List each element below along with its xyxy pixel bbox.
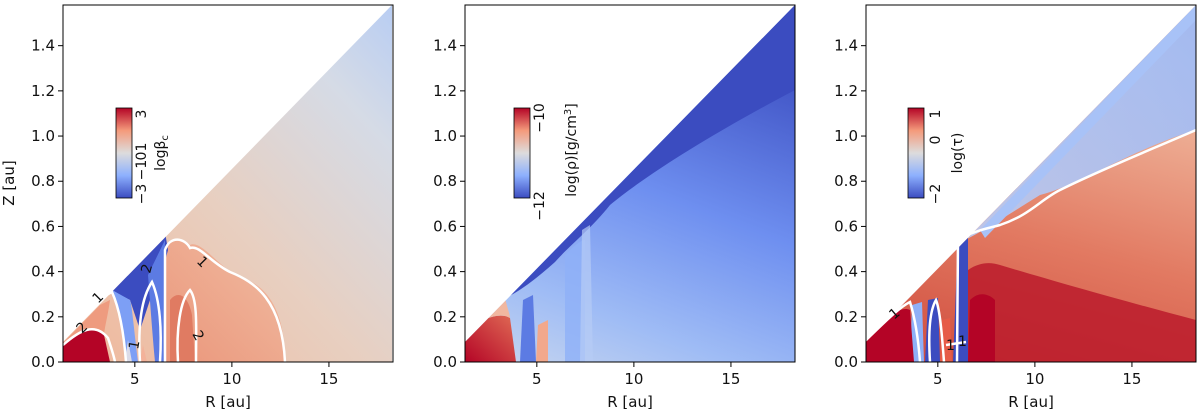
y-tick-label: 1.4	[433, 37, 457, 55]
colorbar-tick: 3	[134, 110, 150, 119]
beta-contours	[62, 238, 287, 363]
y-tick-label: 0.6	[433, 217, 457, 235]
y-tick-label: 0.6	[31, 217, 55, 235]
tau-heatmap	[866, 5, 1196, 362]
contour-label: 1	[958, 334, 967, 350]
colorbar-tick: −2	[928, 184, 944, 205]
colorbar-tick: 0	[134, 152, 150, 161]
y-tick-label: 0.2	[834, 308, 858, 326]
axes-frame	[464, 4, 796, 363]
x-tick-label: 10	[1025, 370, 1044, 388]
x-tick-label: 5	[532, 370, 542, 388]
x-tick-label: 10	[624, 370, 643, 388]
x-axis-ticks: 5 10 15	[130, 362, 338, 388]
colorbar-gradient	[513, 107, 531, 199]
y-tick-label: 0.8	[31, 172, 55, 190]
y-tick-label: 0.0	[433, 353, 457, 371]
y-tick-label: 0.2	[433, 308, 457, 326]
colorbar-label: log(ρ)[g/cm3]	[563, 103, 580, 196]
colorbar-tick: 1	[134, 143, 150, 152]
panel-density: 5 10 15 0.0 0.2 0.4 0.6 0.8 1.0 1.2 1.4 R [au] −1…	[433, 4, 796, 411]
beta-heatmap	[63, 5, 392, 362]
y-tick-label: 1.0	[433, 127, 457, 145]
y-tick-label: 1.0	[31, 127, 55, 145]
y-tick-label: 0.8	[834, 172, 858, 190]
y-tick-label: 0.2	[31, 308, 55, 326]
tau-contours	[865, 128, 1197, 363]
y-tick-label: 0.8	[433, 172, 457, 190]
colorbar-gradient	[907, 107, 925, 199]
y-tick-label: 1.2	[31, 82, 55, 100]
x-axis-ticks: 5 10 15	[933, 362, 1141, 388]
colorbar-gradient	[115, 107, 133, 199]
y-tick-label: 0.4	[834, 263, 858, 281]
y-tick-label: 1.2	[834, 82, 858, 100]
axes-frame	[865, 4, 1197, 363]
contour-label: 1	[126, 339, 143, 351]
contour-label: 1	[946, 338, 955, 354]
colorbar-density: −10 −12 log(ρ)[g/cm3]	[513, 103, 580, 221]
colorbar-tick: −3	[134, 184, 150, 205]
colorbar-tick: −12	[532, 191, 548, 221]
y-axis-ticks: 0.0 0.2 0.4 0.6 0.8 1.0 1.2 1.4	[834, 37, 866, 371]
panel-tau: 1 1 1 5 10 15 0.0 0.2 0.4 0.6 0.8 1.0 1.2 1.4 R […	[834, 4, 1197, 411]
axes-frame	[62, 4, 394, 363]
x-tick-label: 5	[933, 370, 943, 388]
x-tick-label: 5	[130, 370, 140, 388]
colorbar-tick: 1	[928, 110, 944, 119]
colorbar-beta: 3 1 0 −1 −3 logβc	[115, 107, 171, 205]
colorbar-label: logβc	[153, 135, 171, 171]
y-axis-label: Z [au]	[0, 160, 18, 205]
x-tick-label: 15	[721, 370, 740, 388]
y-tick-label: 1.4	[31, 37, 55, 55]
colorbar-tick: 0	[928, 136, 944, 145]
x-tick-label: 15	[319, 370, 338, 388]
colorbar-tick: −10	[532, 103, 548, 133]
y-tick-label: 1.4	[834, 37, 858, 55]
x-axis-label: R [au]	[205, 393, 251, 411]
y-axis-ticks: 0.0 0.2 0.4 0.6 0.8 1.0 1.2 1.4	[31, 37, 63, 371]
colorbar-label: log(τ)	[950, 133, 966, 174]
contour-label: 2	[138, 262, 156, 275]
y-tick-label: 0.4	[433, 263, 457, 281]
y-tick-label: 0.0	[834, 353, 858, 371]
x-axis-label: R [au]	[607, 393, 653, 411]
y-axis-ticks: 0.0 0.2 0.4 0.6 0.8 1.0 1.2 1.4	[433, 37, 465, 371]
x-tick-label: 15	[1122, 370, 1141, 388]
x-tick-label: 10	[222, 370, 241, 388]
y-tick-label: 0.4	[31, 263, 55, 281]
colorbar-tau: 1 0 −2 log(τ)	[907, 107, 966, 205]
y-tick-label: 1.2	[433, 82, 457, 100]
panel-beta: 2 1 2 1 2 1 5 10 15 0.00.20.40.60.81.01.21…	[0, 4, 394, 411]
y-tick-label: 0.6	[834, 217, 858, 235]
y-tick-label: 0.0	[31, 353, 55, 371]
y-tick-label: 1.0	[834, 127, 858, 145]
colorbar-tick: −1	[134, 160, 150, 181]
x-axis-ticks: 5 10 15	[532, 362, 740, 388]
x-axis-label: R [au]	[1008, 393, 1054, 411]
